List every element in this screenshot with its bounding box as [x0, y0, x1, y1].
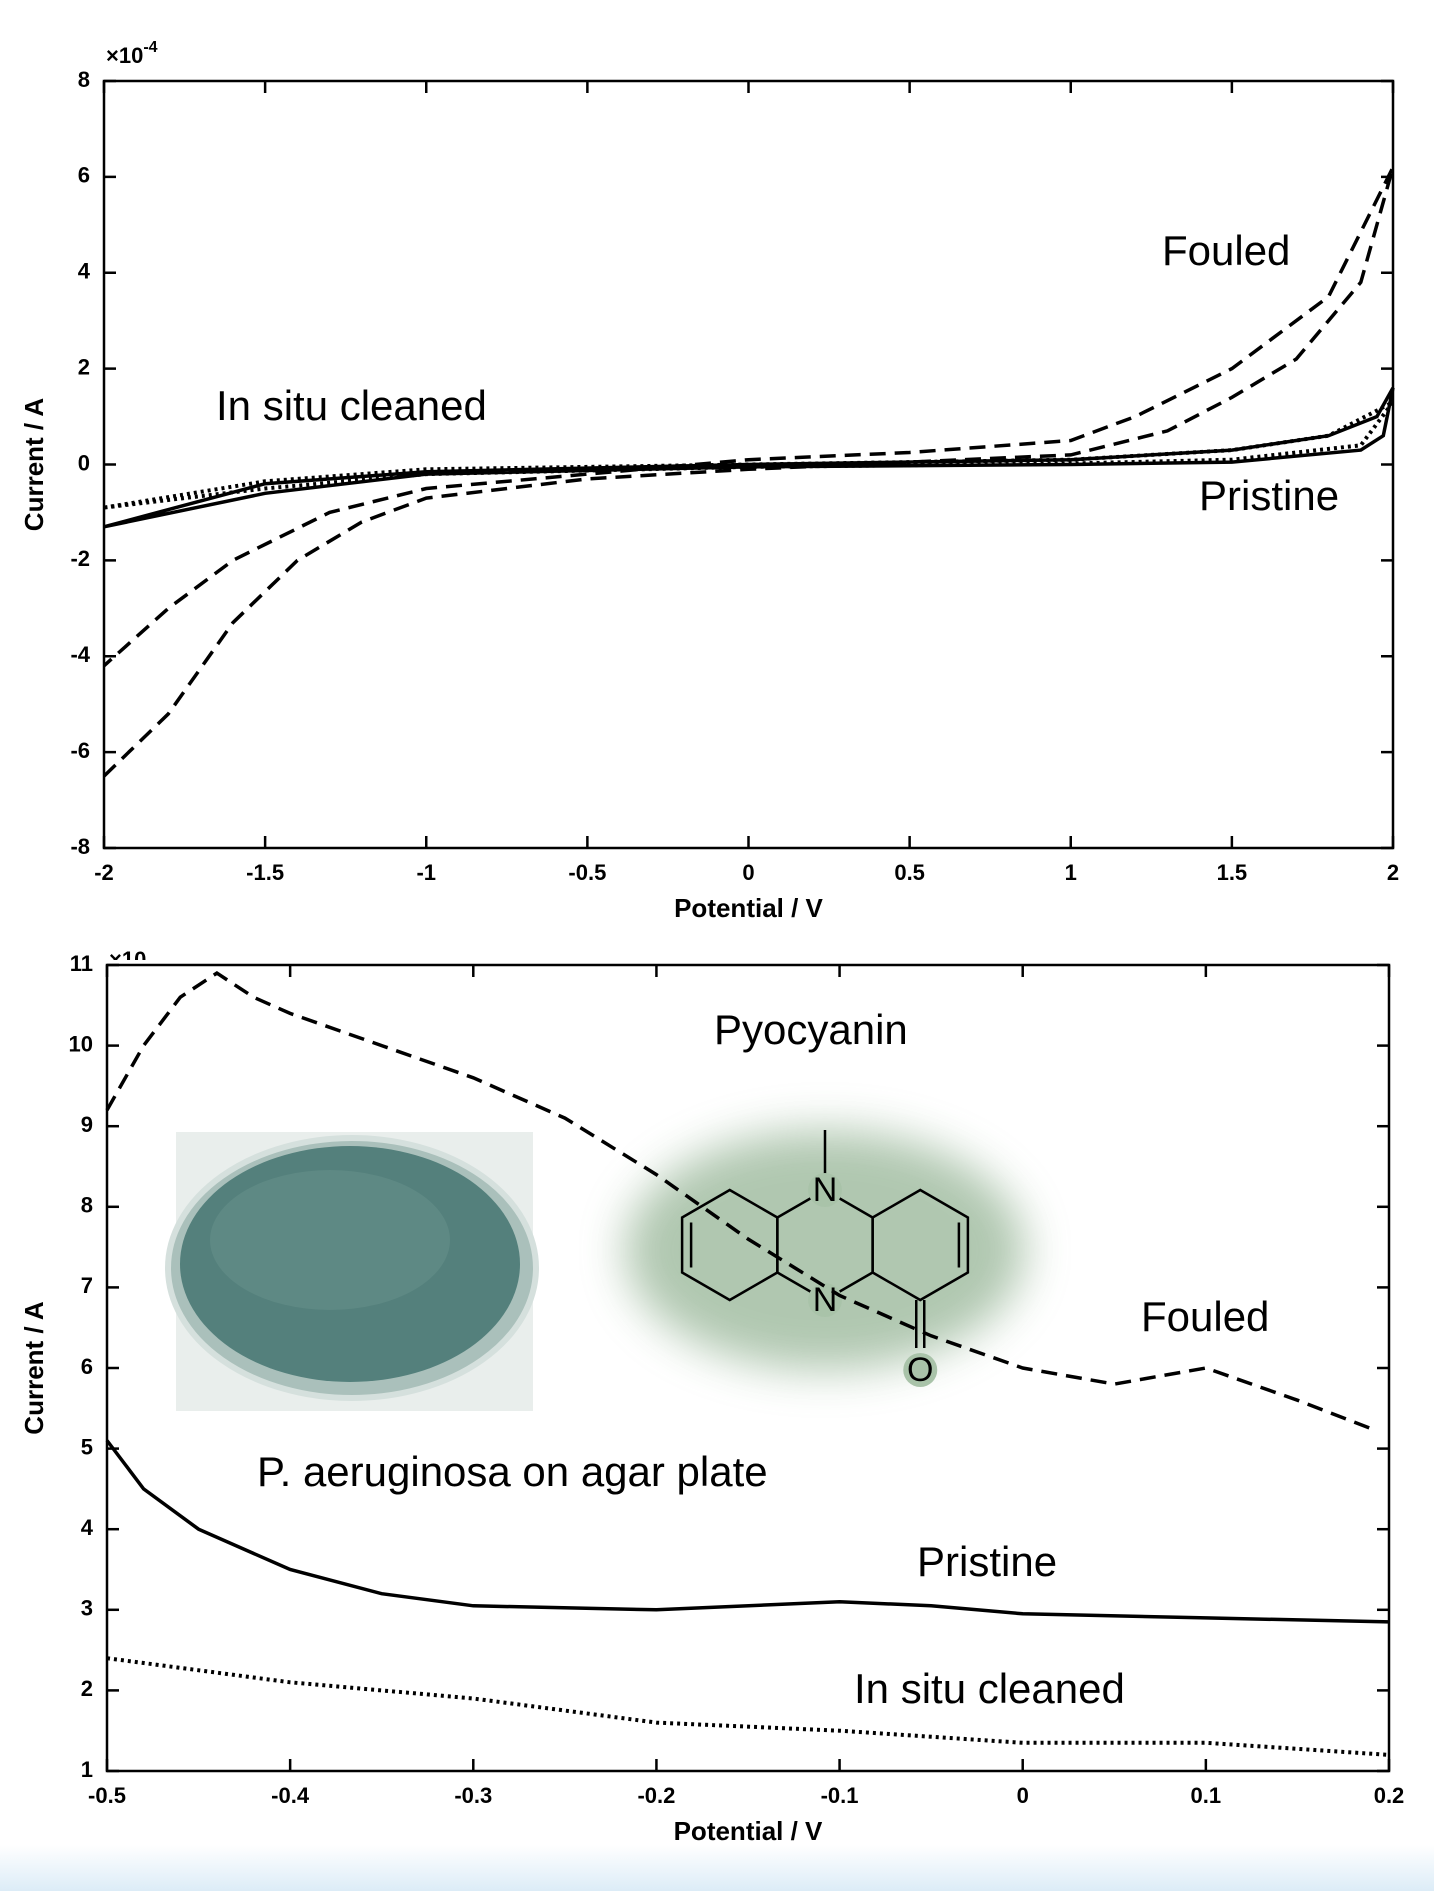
- x-tick-label: 1: [1065, 860, 1077, 885]
- x-tick-label: 0: [1017, 1783, 1029, 1808]
- atom-label: O: [907, 1351, 933, 1389]
- y-tick-label: 11: [70, 951, 93, 976]
- y-tick-label: 0: [78, 450, 90, 475]
- series-label: In situ cleaned: [854, 1665, 1125, 1712]
- annotation: P. aeruginosa on agar plate: [257, 1448, 768, 1495]
- chart: Fouled Pristine In situ cleaned -2 -1.5 -1 -0.…: [19, 39, 1399, 923]
- y-tick-label: 6: [78, 163, 90, 188]
- y-tick-label: 7: [81, 1273, 93, 1298]
- y-axis-label: Current / A: [19, 398, 49, 532]
- data-line: [107, 1658, 1389, 1755]
- y-tick-label: 8: [78, 67, 90, 92]
- atom-label: N: [813, 1281, 838, 1319]
- x-tick-label: 0.2: [1374, 1783, 1405, 1808]
- y-tick-label: 4: [78, 259, 91, 284]
- x-tick-label: 1.5: [1217, 860, 1248, 885]
- figure: Fouled Pristine In situ cleaned -2 -1.5 -1 -0.…: [0, 0, 1434, 1891]
- x-axis-label: Potential / V: [674, 1816, 823, 1846]
- y-tick-label: -2: [70, 546, 90, 571]
- annotation: Pyocyanin: [714, 1006, 908, 1053]
- y-tick-label: -6: [70, 738, 90, 763]
- y-tick-label: 6: [81, 1354, 93, 1379]
- x-tick-label: 0: [742, 860, 754, 885]
- series-label: In situ cleaned: [216, 382, 487, 429]
- y-tick-label: -8: [70, 834, 90, 859]
- y-multiplier: ×10: [109, 947, 146, 972]
- y-tick-label: 2: [78, 354, 90, 379]
- agar-highlight: [210, 1170, 450, 1310]
- multiplier-base: ×10: [106, 43, 143, 68]
- x-tick-label: -0.2: [637, 1783, 675, 1808]
- x-axis-label: Potential / V: [674, 893, 823, 923]
- x-tick-label: -0.4: [271, 1783, 310, 1808]
- y-tick-label: 3: [81, 1596, 93, 1621]
- x-tick-label: 2: [1387, 860, 1399, 885]
- y-tick-label: 10: [69, 1031, 93, 1056]
- x-tick-label: 0.5: [894, 860, 925, 885]
- x-tick-label: -2: [94, 860, 114, 885]
- y-tick-label: -4: [70, 642, 90, 667]
- x-tick-label: -0.5: [568, 860, 606, 885]
- x-tick-label: -0.5: [88, 1783, 126, 1808]
- chart: Pyocyanin P. aeruginosa on agar plate N N O F…: [19, 947, 1404, 1846]
- series-label: Fouled: [1141, 1293, 1269, 1340]
- y-tick-label: 1: [81, 1757, 93, 1782]
- x-tick-label: -1.5: [246, 860, 284, 885]
- y-tick-label: 4: [81, 1515, 94, 1540]
- series-label: Pristine: [917, 1538, 1057, 1585]
- atom-label: N: [813, 1171, 838, 1209]
- background-strip: [0, 1845, 1434, 1891]
- series-label: Fouled: [1162, 227, 1290, 274]
- y-tick-label: 8: [81, 1193, 93, 1218]
- multiplier-clip: ×10: [109, 947, 146, 972]
- y-tick-label: 9: [81, 1112, 93, 1137]
- x-tick-label: 0.1: [1191, 1783, 1222, 1808]
- x-tick-label: -0.3: [454, 1783, 492, 1808]
- y-multiplier: ×10-4: [106, 39, 158, 68]
- x-tick-label: -0.1: [821, 1783, 859, 1808]
- x-tick-label: -1: [416, 860, 436, 885]
- series-label: Pristine: [1199, 472, 1339, 519]
- multiplier-exponent: -4: [143, 39, 157, 56]
- y-tick-label: 2: [81, 1676, 93, 1701]
- multiplier-base: ×10: [109, 947, 146, 972]
- y-tick-label: 5: [81, 1434, 93, 1459]
- y-axis-label: Current / A: [19, 1301, 49, 1435]
